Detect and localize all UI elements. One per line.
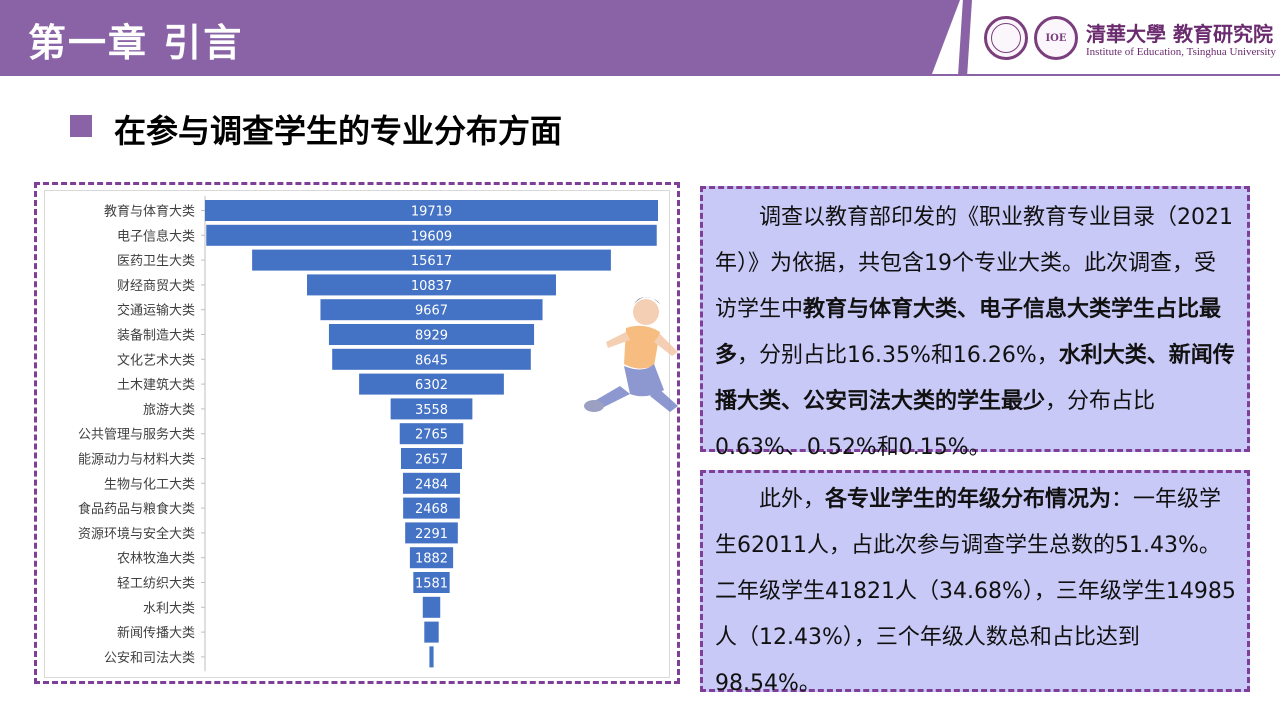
bar-value-label: 2468 — [415, 502, 448, 517]
summary-bold-most: 教育与体育大类、电子信息大类学生占比最多 — [715, 297, 1222, 368]
category-label: 装备制造大类 — [117, 328, 195, 344]
bar-value-label: 9667 — [415, 304, 448, 319]
bar-value-label: 19609 — [411, 229, 452, 244]
running-student-illustration — [584, 297, 678, 412]
bar — [403, 497, 460, 519]
bar — [332, 348, 531, 370]
tsinghua-seal-logo — [984, 16, 1028, 60]
bar — [390, 398, 473, 420]
bar-value-label: 10837 — [411, 279, 452, 294]
page-title: 第一章 引言 — [28, 21, 244, 65]
bar-value-label: 8929 — [415, 329, 448, 344]
category-label: 旅游大类 — [143, 403, 195, 418]
ioe-logo-text: IOE — [1045, 32, 1067, 44]
bar-value-label: 1581 — [415, 577, 448, 592]
category-label: 财经商贸大类 — [117, 279, 195, 294]
category-label: 公安和司法大类 — [104, 651, 195, 666]
bar-value-label: 19719 — [411, 205, 452, 220]
bar — [205, 200, 658, 221]
bar-value-label: 3558 — [415, 403, 448, 418]
bar — [399, 423, 464, 445]
summary-text: 调查以教育部印发的《职业教育专业目录（2021年）》为依据，共包含19个专业大类… — [715, 205, 1233, 322]
grade-bold: 各专业学生的年级分布情况为 — [825, 487, 1112, 512]
category-label: 新闻传播大类 — [117, 625, 195, 641]
bar-value-label: 2484 — [415, 477, 448, 492]
ioe-logo: IOE — [1034, 16, 1078, 60]
institution-name-en: Institute of Education, Tsinghua Univers… — [1086, 46, 1276, 58]
category-label: 医药卫生大类 — [117, 254, 195, 269]
bar — [359, 373, 504, 395]
bar — [206, 224, 657, 246]
bar — [413, 572, 450, 593]
chart-panel-border — [34, 182, 680, 684]
bar-value-label: 2657 — [415, 453, 448, 468]
grade-text: 此外， — [759, 487, 826, 512]
category-label: 轻工纺织大类 — [117, 577, 195, 592]
bar-value-label: 6302 — [415, 378, 448, 393]
category-label: 教育与体育大类 — [104, 204, 195, 220]
category-label: 能源动力与材料大类 — [78, 453, 195, 468]
category-label: 土木建筑大类 — [117, 377, 195, 393]
bullet-square-icon — [70, 115, 92, 137]
section-heading: 在参与调查学生的专业分布方面 — [114, 112, 563, 150]
summary-text-3: ，分布占比0.63%、0.52%和0.15%。 — [715, 389, 1156, 460]
seal-inner-ring — [991, 23, 1021, 53]
bar — [422, 596, 441, 618]
category-label: 文化艺术大类 — [117, 353, 195, 368]
bar — [320, 299, 543, 321]
bar — [409, 547, 454, 569]
major-distribution-chart: 教育与体育大类 19719 电子信息大类 19609 医药卫生大类 15617 财经商贸大类… — [78, 196, 658, 672]
bar-value-label: 2291 — [415, 527, 448, 542]
category-label: 农林牧渔大类 — [117, 552, 195, 567]
bar-value-label: 15617 — [411, 254, 452, 269]
bar — [307, 274, 556, 296]
category-label: 电子信息大类 — [117, 228, 195, 244]
category-label: 交通运输大类 — [117, 303, 195, 319]
summary-text-box: 调查以教育部印发的《职业教育专业目录（2021年）》为依据，共包含19个专业大类… — [700, 186, 1250, 460]
bar-value-label: 8645 — [415, 353, 448, 368]
summary-bold-least: 水利大类、新闻传播大类、公安司法大类的学生最少 — [715, 343, 1235, 414]
category-label: 资源环境与安全大类 — [78, 526, 195, 542]
bar — [429, 646, 434, 668]
header-band — [0, 0, 960, 76]
institution-name-cn: 清華大學 教育研究院 — [1086, 22, 1273, 46]
bar-value-label: 1882 — [415, 552, 448, 567]
category-label: 公共管理与服务大类 — [78, 427, 195, 443]
header-underline — [0, 74, 1280, 76]
bar — [402, 472, 461, 494]
bar — [405, 522, 458, 544]
bar — [252, 249, 611, 271]
grade-distribution-text-box: 此外，各专业学生的年级分布情况为：一年级学生62011人，占此次参与调查学生总数… — [700, 470, 1250, 696]
category-label: 食品药品与粮食大类 — [78, 501, 195, 517]
category-label: 生物与化工大类 — [104, 477, 195, 492]
bar-value-label: 2765 — [415, 428, 448, 443]
chart-area — [44, 190, 670, 678]
bar — [400, 448, 463, 469]
bar — [424, 621, 439, 643]
grade-text-2: ：一年级学生62011人，占此次参与调查学生总数的51.43%。二年级学生418… — [715, 487, 1236, 696]
bar — [328, 324, 535, 345]
header-stripe — [958, 0, 972, 76]
category-label: 水利大类 — [143, 601, 195, 616]
summary-text-2: ，分别占比16.35%和16.26%， — [737, 343, 1059, 368]
